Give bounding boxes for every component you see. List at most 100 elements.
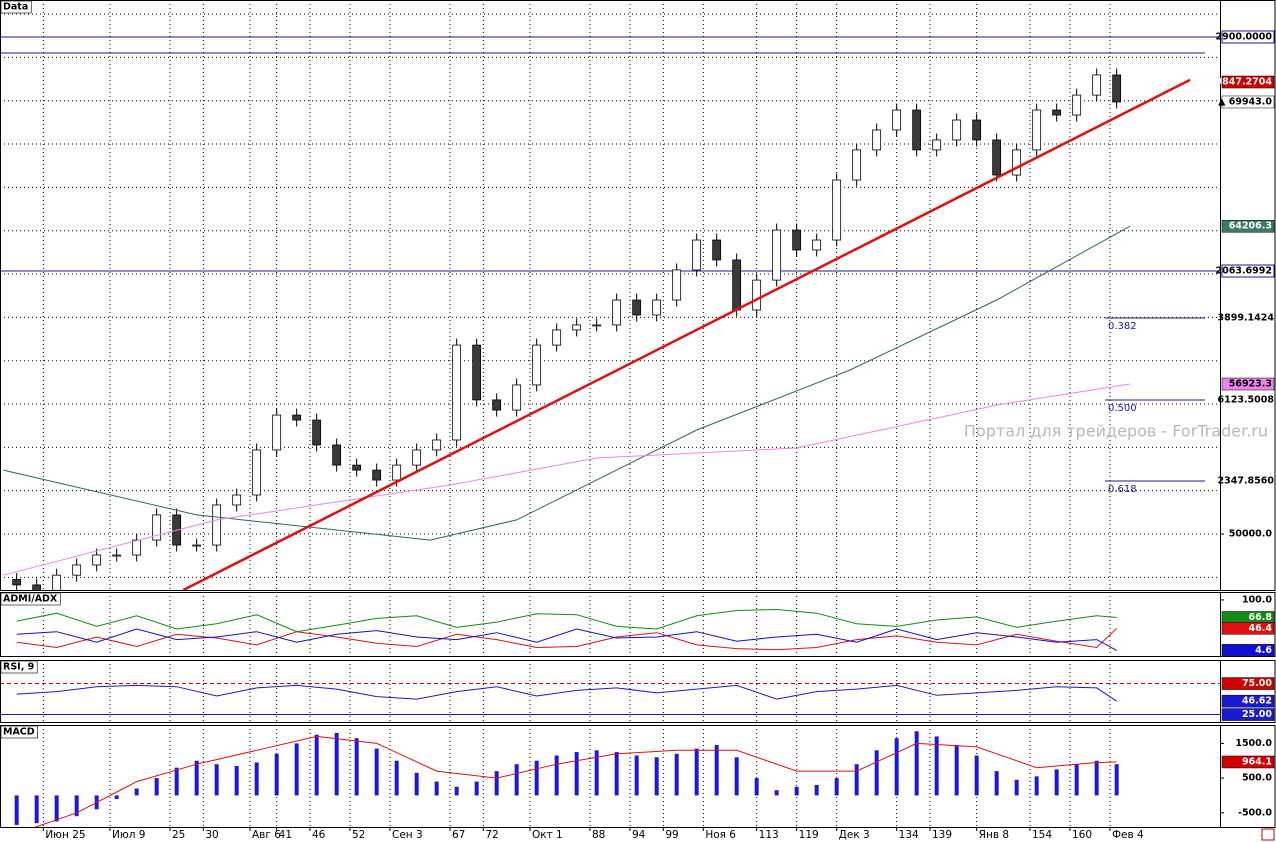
panel-title: MACD	[3, 727, 35, 738]
marker-box	[1221, 755, 1275, 769]
candle-body	[972, 119, 982, 141]
histogram-bar	[454, 786, 459, 796]
axis-frame	[1220, 725, 1276, 828]
marker-label: 964.1	[1242, 756, 1272, 767]
histogram-bar	[994, 771, 999, 796]
panel-title: Data	[3, 2, 28, 13]
x-tick-label: Фев 4	[1112, 829, 1144, 841]
x-tick-label: Июл 9	[112, 829, 145, 841]
candle-body	[652, 299, 662, 316]
x-tick-label: 113	[759, 829, 779, 841]
histogram-bar	[514, 764, 519, 796]
candle-body	[692, 239, 702, 271]
panel-title: ADMI/ADX	[3, 594, 58, 605]
marker-box	[1221, 694, 1275, 708]
histogram-bar	[294, 743, 299, 796]
panel	[0, 660, 1220, 722]
candle-body	[612, 299, 622, 326]
histogram-bar	[134, 788, 139, 796]
x-tick-label: 94	[632, 829, 646, 841]
histogram-bar	[1074, 764, 1079, 796]
histogram-bar	[474, 781, 479, 796]
candle-body	[372, 469, 382, 481]
x-tick-label: Авг 6	[252, 829, 281, 841]
histogram-bar	[794, 786, 799, 796]
series-line	[34, 735, 1117, 827]
x-tick-label: 134	[899, 829, 919, 841]
fib-ratio: 0.500	[1108, 403, 1137, 414]
candle-body	[412, 449, 422, 466]
x-tick-label: 119	[799, 829, 819, 841]
axis-frame	[1220, 0, 1276, 591]
histogram-bar	[54, 795, 59, 822]
fib-label-box	[1222, 394, 1274, 407]
x-tick-label: Ноя 6	[705, 829, 736, 841]
candle-body	[892, 109, 902, 131]
histogram-bar	[534, 760, 539, 796]
histogram-bar	[674, 753, 679, 796]
histogram-bar	[254, 762, 259, 796]
corner-icon[interactable]	[1261, 828, 1275, 841]
candle-body	[452, 344, 462, 441]
candle-body	[852, 149, 862, 181]
marker-box	[1221, 377, 1275, 391]
candle-body	[252, 449, 262, 496]
series-line	[16, 608, 1117, 633]
candle-body	[392, 464, 402, 481]
y-tick-label: -500.0	[1238, 807, 1272, 818]
histogram-bar	[154, 778, 159, 796]
histogram-bar	[394, 760, 399, 796]
fib-label-box	[1222, 312, 1274, 325]
histogram-bar	[554, 755, 559, 796]
candle-body	[512, 384, 522, 411]
histogram-bar	[354, 738, 359, 796]
marker-label: 64206.3	[1229, 221, 1272, 232]
y-tick-label: 1500.0	[1235, 738, 1272, 749]
marker-box	[1221, 677, 1275, 690]
candle-body	[932, 139, 942, 151]
candle-body	[592, 324, 602, 327]
x-tick-label: 30	[205, 829, 218, 841]
histogram-bar	[814, 785, 819, 796]
candle-body	[752, 279, 762, 311]
histogram-bar	[234, 765, 239, 796]
candle-body	[272, 414, 282, 451]
candle-body	[912, 109, 922, 151]
histogram-bar	[614, 752, 619, 796]
panel-title-box	[0, 592, 61, 606]
histogram-bar	[34, 795, 39, 824]
candle-body	[92, 554, 102, 566]
candle-body	[552, 329, 562, 346]
panel-title-box	[0, 0, 32, 14]
histogram-bar	[194, 760, 199, 796]
panel-title: RSI, 9	[3, 662, 34, 673]
histogram-bar	[714, 745, 719, 796]
x-tick-label: 46	[312, 829, 326, 841]
candle-body	[312, 419, 322, 446]
fib-label: 2347.8560	[1218, 476, 1275, 487]
histogram-bar	[754, 778, 759, 796]
candle-body	[732, 259, 742, 311]
series-line	[16, 628, 1117, 651]
marker-label: 56923.3	[1229, 379, 1272, 390]
histogram-bar	[1014, 779, 1019, 796]
series-line	[16, 684, 1117, 702]
histogram-bar	[434, 781, 439, 796]
fib-label-box	[1222, 475, 1274, 488]
marker-label: 46.62	[1242, 696, 1272, 707]
histogram-bar	[634, 755, 639, 796]
histogram-bar	[1034, 776, 1039, 796]
candle-body	[572, 324, 582, 331]
candle-body	[332, 444, 342, 466]
candle-body	[192, 544, 202, 547]
candle-body	[632, 299, 642, 316]
histogram-bar	[954, 745, 959, 796]
histogram-bar	[974, 755, 979, 796]
candle-body	[792, 229, 802, 251]
histogram-bar	[734, 757, 739, 796]
x-tick-label: Янв 8	[979, 829, 1009, 841]
x-tick-label: Июн 25	[45, 829, 85, 841]
fib-label: 6123.5008	[1218, 395, 1275, 406]
